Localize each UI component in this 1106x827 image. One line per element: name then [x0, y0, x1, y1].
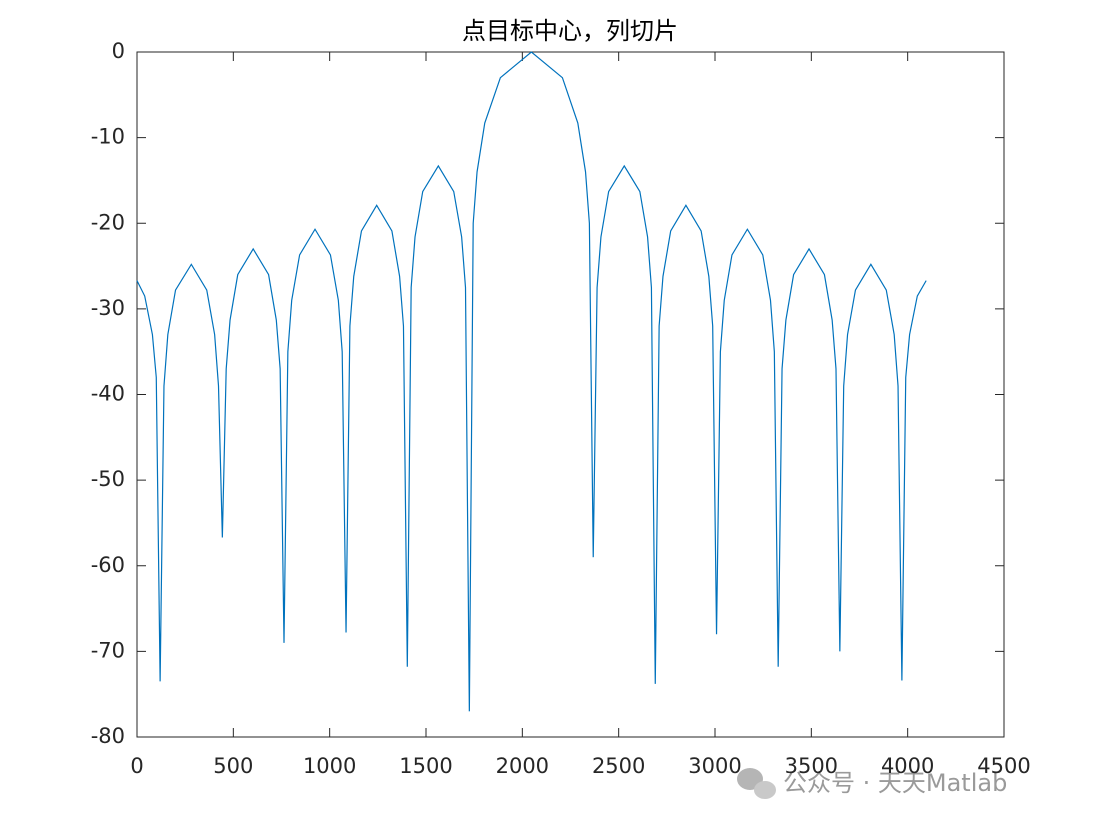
x-tick-label: 2000: [496, 754, 549, 778]
y-tick-label: -50: [91, 467, 125, 491]
y-tick-label: -40: [91, 382, 125, 406]
axes-box: [136, 51, 1005, 738]
x-tick-label: 3000: [688, 754, 741, 778]
watermark: 公众号 · 天天Matlab: [783, 769, 1007, 797]
y-tick-label: -10: [91, 125, 125, 149]
watermark-icon: [737, 768, 776, 799]
y-tick-label: -20: [91, 210, 125, 234]
x-tick-label: 0: [130, 754, 143, 778]
x-tick-label: 1500: [399, 754, 452, 778]
y-tick-label: -80: [91, 724, 125, 748]
x-tick-label: 2500: [592, 754, 645, 778]
y-tick-label: 0: [112, 39, 125, 63]
x-tick-label: 4000: [881, 754, 934, 778]
x-tick-label: 1000: [303, 754, 356, 778]
x-tick-label: 4500: [977, 754, 1030, 778]
x-tick-label: 3500: [785, 754, 838, 778]
x-tick-label: 500: [213, 754, 253, 778]
y-tick-label: -60: [91, 553, 125, 577]
data-line: [136, 51, 927, 712]
chart-title: 点目标中心，列切片: [462, 17, 678, 45]
y-tick-label: -70: [91, 638, 125, 662]
y-tick-label: -30: [91, 296, 125, 320]
